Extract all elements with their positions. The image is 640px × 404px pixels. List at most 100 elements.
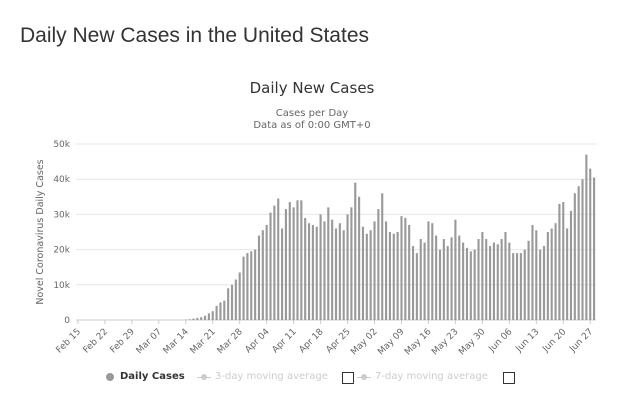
bar[interactable] xyxy=(454,219,457,320)
bar[interactable] xyxy=(531,224,534,320)
bar[interactable] xyxy=(311,224,314,320)
bar[interactable] xyxy=(438,249,442,320)
bar[interactable] xyxy=(566,228,569,320)
bar[interactable] xyxy=(423,242,426,320)
bar[interactable] xyxy=(431,223,434,320)
bar[interactable] xyxy=(500,239,503,320)
bar[interactable] xyxy=(277,198,280,320)
bar[interactable] xyxy=(273,205,276,320)
bar[interactable] xyxy=(261,230,264,320)
bar[interactable] xyxy=(281,228,284,320)
bar[interactable] xyxy=(334,228,338,320)
bar[interactable] xyxy=(300,200,303,320)
bar[interactable] xyxy=(558,203,561,320)
bar[interactable] xyxy=(265,224,268,320)
bar[interactable] xyxy=(196,317,199,320)
bar[interactable] xyxy=(427,221,430,320)
bar[interactable] xyxy=(450,237,453,320)
bar[interactable] xyxy=(331,219,334,320)
bar[interactable] xyxy=(546,232,549,320)
bar[interactable] xyxy=(373,221,376,320)
bar[interactable] xyxy=(200,317,203,320)
bar[interactable] xyxy=(415,253,418,320)
bar[interactable] xyxy=(442,239,445,320)
bar[interactable] xyxy=(315,226,318,320)
bar[interactable] xyxy=(469,251,472,320)
bar[interactable] xyxy=(569,210,573,320)
bar[interactable] xyxy=(342,230,345,320)
bar[interactable] xyxy=(250,251,253,320)
bar[interactable] xyxy=(504,232,507,320)
bar[interactable] xyxy=(392,233,395,320)
bar[interactable] xyxy=(288,202,291,320)
bar[interactable] xyxy=(473,249,476,320)
bar[interactable] xyxy=(419,239,422,320)
bar[interactable] xyxy=(377,209,380,320)
bar[interactable] xyxy=(192,318,195,320)
legend-item-7-day-average[interactable]: 7-day moving average xyxy=(357,371,488,382)
bar[interactable] xyxy=(550,228,553,320)
bar[interactable] xyxy=(292,207,295,320)
bar[interactable] xyxy=(519,253,522,320)
bar[interactable] xyxy=(527,240,530,320)
bar[interactable] xyxy=(411,246,415,320)
legend-7-day-checkbox[interactable] xyxy=(503,372,515,384)
bar[interactable] xyxy=(230,284,234,320)
bar[interactable] xyxy=(254,249,257,320)
legend-3-day-checkbox[interactable] xyxy=(342,372,354,384)
bar[interactable] xyxy=(219,302,222,320)
bar[interactable] xyxy=(350,207,353,320)
bar[interactable] xyxy=(492,242,495,320)
bar[interactable] xyxy=(234,279,237,320)
bar[interactable] xyxy=(369,230,372,320)
bar[interactable] xyxy=(465,247,469,320)
bar[interactable] xyxy=(458,235,461,320)
bar[interactable] xyxy=(577,186,580,320)
bar[interactable] xyxy=(573,193,576,320)
bar[interactable] xyxy=(593,177,596,320)
bar[interactable] xyxy=(238,272,241,320)
bar[interactable] xyxy=(523,249,526,320)
bar[interactable] xyxy=(246,253,249,320)
bar[interactable] xyxy=(338,223,341,320)
legend-item-3-day-average[interactable]: 3-day moving average xyxy=(197,371,328,382)
bar[interactable] xyxy=(323,221,326,320)
bar[interactable] xyxy=(354,182,357,320)
bar[interactable] xyxy=(211,311,214,320)
bar[interactable] xyxy=(462,242,465,320)
bar[interactable] xyxy=(535,230,538,320)
bar[interactable] xyxy=(296,200,299,320)
bar[interactable] xyxy=(388,232,391,320)
bar[interactable] xyxy=(365,233,368,320)
bar[interactable] xyxy=(515,253,519,320)
bar[interactable] xyxy=(215,305,218,320)
bar[interactable] xyxy=(203,315,207,320)
bar[interactable] xyxy=(435,235,438,320)
bar[interactable] xyxy=(489,246,492,320)
bar[interactable] xyxy=(554,223,557,320)
bar[interactable] xyxy=(581,179,584,320)
bar[interactable] xyxy=(408,224,411,320)
bar[interactable] xyxy=(257,235,261,320)
bar[interactable] xyxy=(361,226,365,320)
bar[interactable] xyxy=(227,288,230,320)
bar[interactable] xyxy=(385,221,388,320)
bar[interactable] xyxy=(327,207,330,320)
bar[interactable] xyxy=(481,232,484,320)
bar[interactable] xyxy=(400,216,403,320)
bar[interactable] xyxy=(404,217,407,320)
bar[interactable] xyxy=(319,214,322,320)
bar[interactable] xyxy=(223,300,226,320)
bar[interactable] xyxy=(188,319,191,320)
bar[interactable] xyxy=(269,212,272,320)
bar[interactable] xyxy=(542,246,546,320)
bar[interactable] xyxy=(496,244,499,320)
bar[interactable] xyxy=(358,196,361,320)
bar[interactable] xyxy=(207,313,210,320)
bar[interactable] xyxy=(512,253,515,320)
legend-item-daily-cases[interactable]: Daily Cases xyxy=(106,371,185,382)
bar[interactable] xyxy=(508,242,511,320)
bar[interactable] xyxy=(307,223,311,320)
bar[interactable] xyxy=(346,214,349,320)
bar[interactable] xyxy=(284,209,287,320)
